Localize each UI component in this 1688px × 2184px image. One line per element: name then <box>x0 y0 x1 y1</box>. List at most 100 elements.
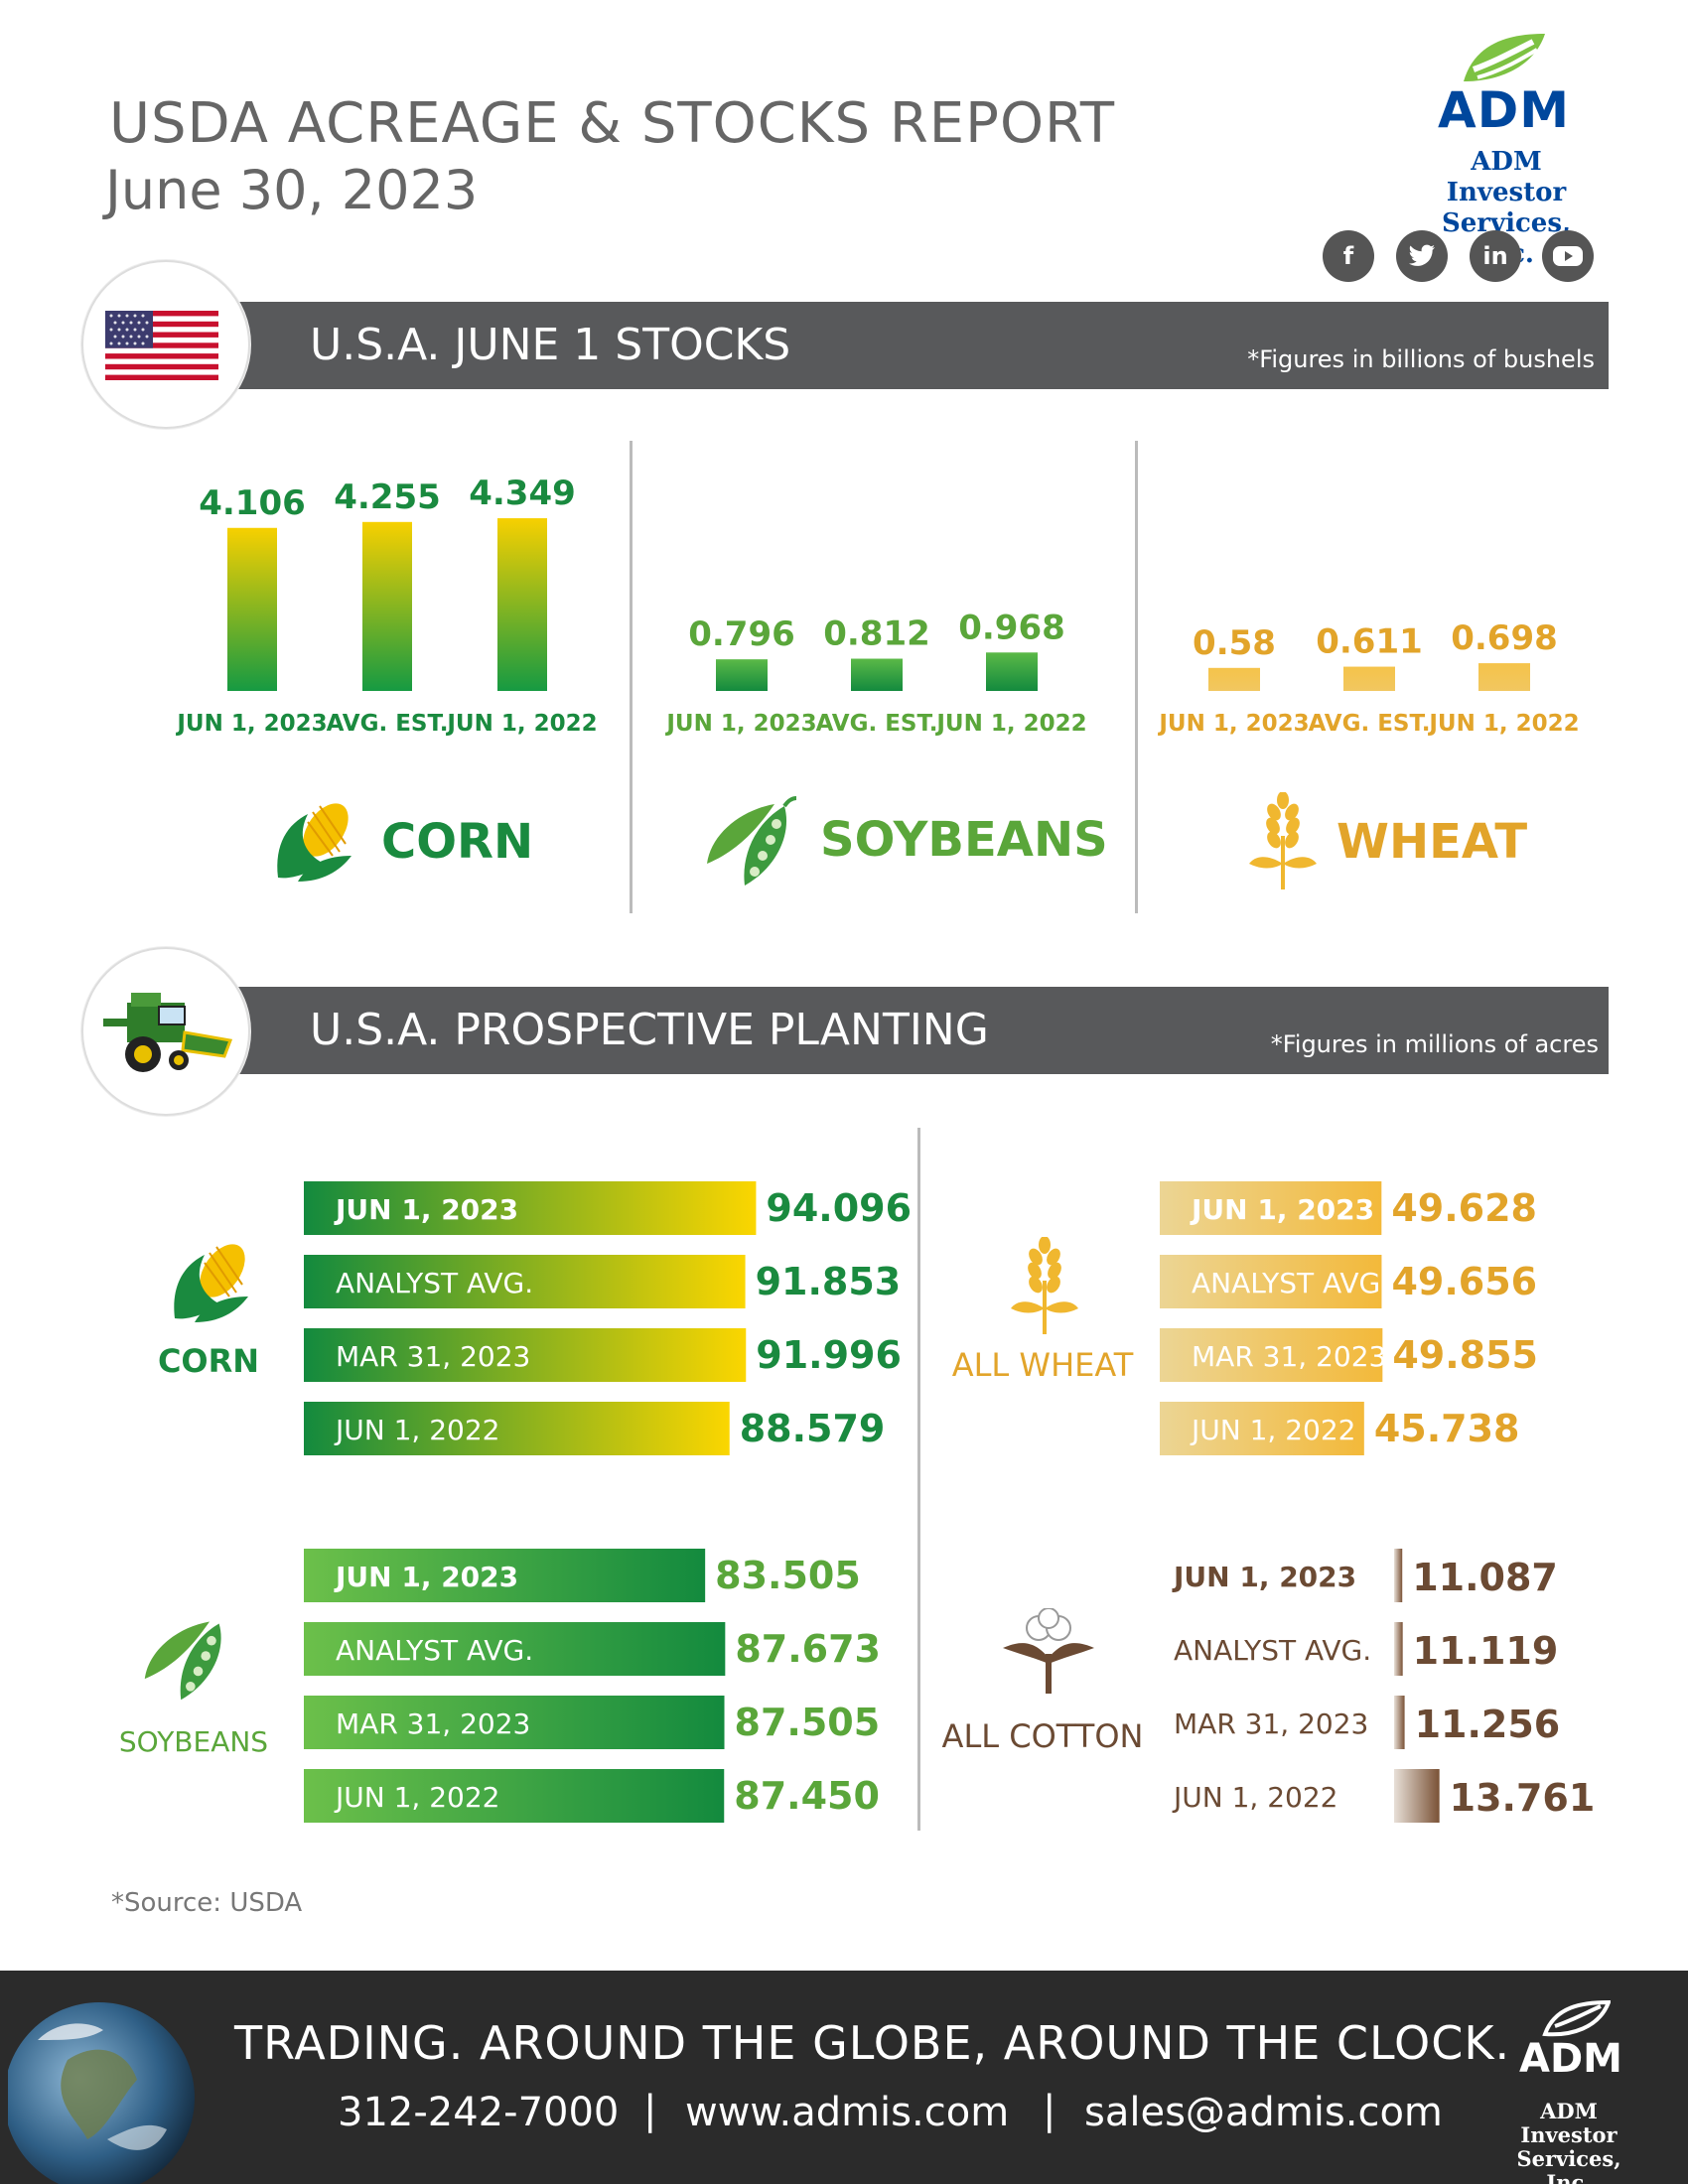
planting-bar-category: JUN 1, 2023 <box>1172 1561 1356 1593</box>
footer-email-link[interactable]: sales@admis.com <box>1084 2090 1443 2135</box>
stocks-bar <box>1343 666 1395 691</box>
footer-separator: | <box>1043 2088 1056 2133</box>
stocks-bar <box>362 521 412 691</box>
prospective-planting-charts: JUN 1, 2023 94.096 ANALYST AVG. 91.853 MAR 3… <box>304 1181 1596 1823</box>
planting-bar-value: 87.673 <box>735 1627 881 1671</box>
planting-bar-category: ANALYST AVG. <box>336 1634 533 1667</box>
planting-bar <box>304 1255 746 1308</box>
stocks-soybeans-label: SOYBEANS <box>820 812 1108 868</box>
stocks-bar-category: JUN 1, 2023 <box>1157 711 1309 737</box>
stocks-bar <box>227 527 277 691</box>
stocks-bar-category: JUN 1, 2023 <box>175 711 327 737</box>
planting-bar-category: ANALYST AVG. <box>336 1267 533 1299</box>
stocks-bar <box>497 518 547 691</box>
source-note: *Source: USDA <box>111 1888 303 1918</box>
planting-bar-category: ANALYST AVG. <box>1192 1267 1389 1299</box>
stocks-bar-category: AVG. EST. <box>1309 711 1431 737</box>
planting-bar-value: 49.656 <box>1391 1260 1537 1303</box>
planting-bar <box>1160 1181 1382 1235</box>
combine-harvester-icon <box>103 993 233 1072</box>
planting-bar <box>304 1328 747 1382</box>
planting-bar-value: 83.505 <box>715 1554 861 1597</box>
footer-separator: | <box>643 2088 657 2133</box>
planting-bar-category: JUN 1, 2022 <box>1190 1414 1355 1446</box>
planting-bar-value: 13.761 <box>1450 1776 1596 1820</box>
footer-adm-logo: ADM <box>1519 2036 1622 2082</box>
footer-adm-subtitle: ADM Investor Services, Inc. <box>1516 2099 1621 2184</box>
stocks-bar-category: AVG. EST. <box>816 711 938 737</box>
youtube-icon[interactable] <box>1542 230 1594 282</box>
planting-wheat-label: ALL WHEAT <box>951 1346 1134 1384</box>
planting-bar <box>1394 1696 1405 1749</box>
planting-bar <box>1160 1255 1382 1308</box>
planting-section-title: U.S.A. PROSPECTIVE PLANTING <box>310 1005 989 1055</box>
stocks-bar-category: JUN 1, 2022 <box>934 711 1086 737</box>
planting-bar <box>1394 1769 1440 1823</box>
divider <box>917 1128 920 1831</box>
wheat-icon <box>1249 792 1317 889</box>
stocks-bar-category: JUN 1, 2022 <box>445 711 597 737</box>
harvester-badge <box>81 947 250 1116</box>
soybean-icon <box>707 796 797 886</box>
soybean-icon <box>144 1621 221 1701</box>
footer: TRADING. AROUND THE GLOBE, AROUND THE CL… <box>0 1971 1688 2184</box>
planting-bar-value: 88.579 <box>740 1407 886 1450</box>
corn-icon <box>277 803 352 882</box>
footer-website-link[interactable]: www.admis.com <box>685 2090 1010 2135</box>
corn-icon <box>174 1244 248 1322</box>
planting-bar-value: 11.119 <box>1413 1629 1559 1673</box>
planting-bar <box>304 1769 725 1823</box>
stocks-bar-value: 4.255 <box>334 478 441 517</box>
stocks-bar-value: 4.106 <box>199 483 306 523</box>
stocks-bar <box>1478 663 1530 691</box>
adm-leaf-icon <box>1464 34 1545 81</box>
stocks-bar-value: 0.58 <box>1193 623 1276 663</box>
planting-bar <box>304 1622 726 1676</box>
stocks-section-header: U.S.A. JUNE 1 STOCKS *Figures in billion… <box>147 302 1609 389</box>
twitter-icon[interactable] <box>1396 230 1448 282</box>
report-title: USDA ACREAGE & STOCKS REPORT <box>109 91 1116 156</box>
planting-bar-value: 91.996 <box>756 1333 902 1377</box>
linkedin-icon[interactable]: in <box>1470 230 1521 282</box>
divider <box>630 441 633 913</box>
planting-bar-category: MAR 31, 2023 <box>1174 1707 1368 1740</box>
stocks-units-note: *Figures in billions of bushels <box>1247 345 1595 373</box>
planting-bar <box>304 1181 757 1235</box>
globe-icon <box>8 2002 195 2184</box>
planting-bar-category: MAR 31, 2023 <box>1192 1340 1386 1373</box>
stocks-bar-category: AVG. EST. <box>327 711 449 737</box>
planting-corn-label: CORN <box>157 1342 260 1380</box>
cotton-icon <box>1003 1608 1094 1694</box>
june-stocks-charts: 4.106 JUN 1, 2023 4.255 AVG. EST. 4.349 JUN 1… <box>175 474 1579 737</box>
planting-bar-value: 49.855 <box>1392 1333 1538 1377</box>
adm-leaf-icon <box>1542 1999 1611 2037</box>
report-date: June 30, 2023 <box>105 159 479 221</box>
planting-bar-category: JUN 1, 2022 <box>1172 1781 1337 1814</box>
planting-bar-value: 87.505 <box>735 1701 881 1744</box>
planting-bar-category: MAR 31, 2023 <box>336 1707 530 1740</box>
stocks-bar <box>851 658 903 691</box>
planting-bar-value: 91.853 <box>756 1260 902 1303</box>
planting-bar-category: JUN 1, 2023 <box>1190 1193 1374 1226</box>
planting-bar-category: MAR 31, 2023 <box>336 1340 530 1373</box>
planting-units-note: *Figures in millions of acres <box>1270 1030 1599 1058</box>
divider <box>1135 441 1138 913</box>
stocks-corn-label: CORN <box>381 814 534 870</box>
facebook-icon[interactable]: f <box>1323 230 1374 282</box>
footer-tagline: TRADING. AROUND THE GLOBE, AROUND THE CL… <box>234 2016 1511 2070</box>
stocks-bar-value: 0.968 <box>958 608 1065 647</box>
footer-phone[interactable]: 312-242-7000 <box>338 2090 620 2135</box>
planting-bar-value: 11.256 <box>1415 1703 1561 1746</box>
planting-section-header: U.S.A. PROSPECTIVE PLANTING *Figures in … <box>147 987 1609 1074</box>
stocks-bar-value: 0.796 <box>688 614 795 654</box>
planting-bar <box>1160 1328 1383 1382</box>
planting-bar-value: 11.087 <box>1412 1556 1558 1599</box>
planting-bar-category: JUN 1, 2022 <box>334 1781 499 1814</box>
planting-bar <box>304 1696 725 1749</box>
stocks-wheat-label: WHEAT <box>1336 814 1528 870</box>
planting-bar-category: JUN 1, 2022 <box>334 1414 499 1446</box>
wheat-icon <box>1011 1237 1078 1334</box>
us-flag-icon <box>105 311 218 380</box>
planting-bar-category: JUN 1, 2023 <box>334 1561 518 1593</box>
planting-bar <box>1394 1622 1403 1676</box>
